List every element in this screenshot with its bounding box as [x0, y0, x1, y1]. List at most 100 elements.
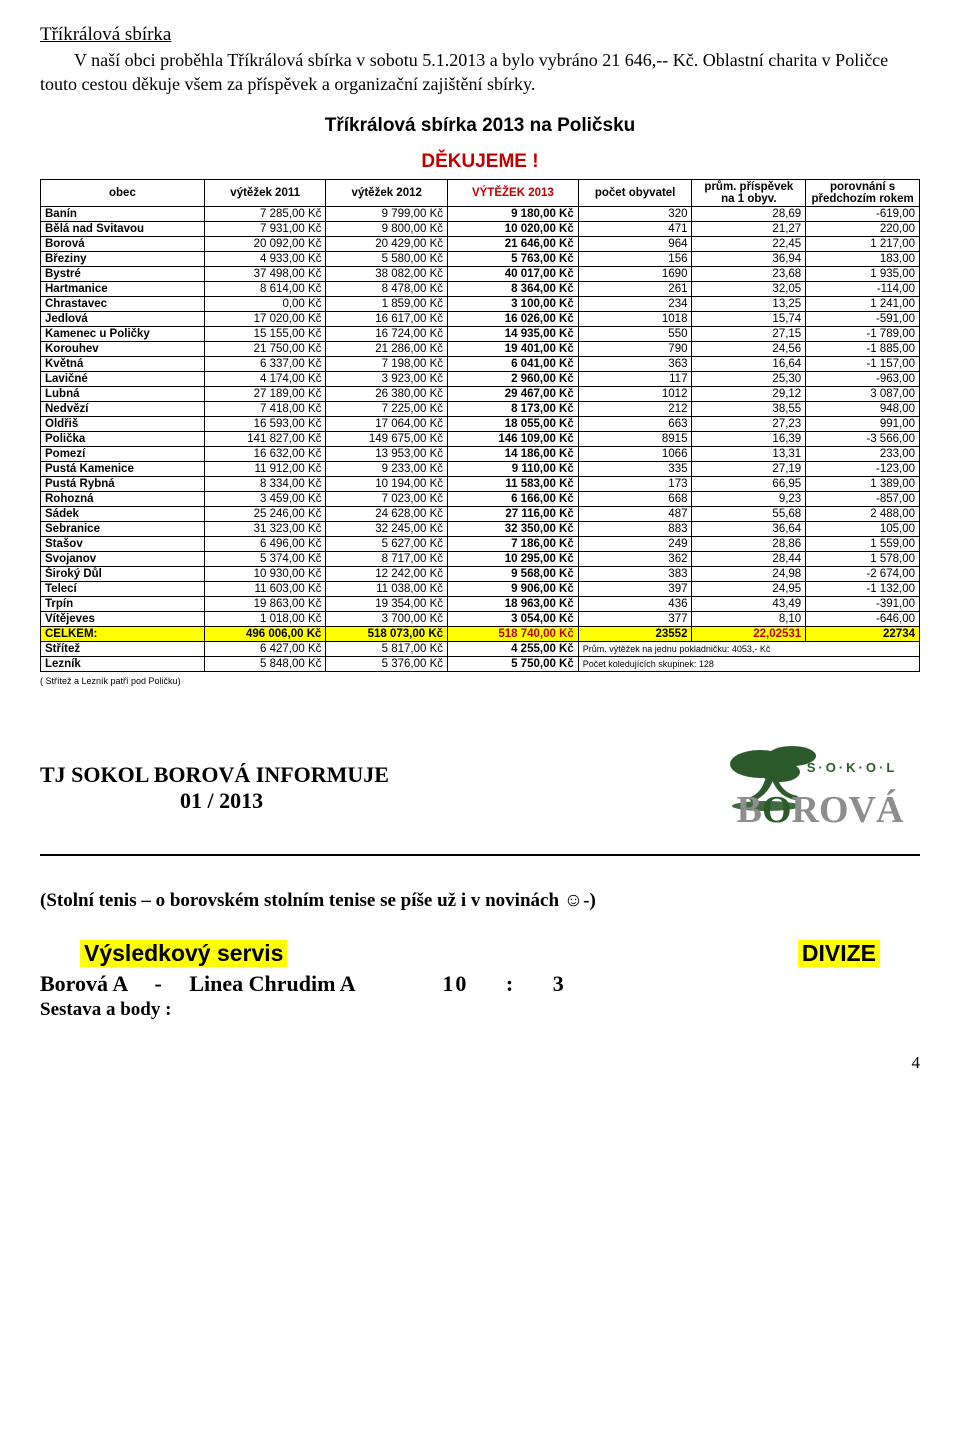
table-cell: 1 217,00: [806, 236, 920, 251]
table-cell: 13,31: [692, 446, 806, 461]
table-cell: 23,68: [692, 266, 806, 281]
table-cell: -1 157,00: [806, 356, 920, 371]
table-cell: 6 496,00 Kč: [204, 536, 326, 551]
table-cell: 24,95: [692, 581, 806, 596]
table-cell: 16 026,00 Kč: [448, 311, 579, 326]
table-header-cell: obec: [41, 179, 205, 206]
table-cell: Jedlová: [41, 311, 205, 326]
table-row: CELKEM:496 006,00 Kč518 073,00 Kč518 740…: [41, 626, 920, 641]
table-cell: 1066: [578, 446, 692, 461]
table-cell: 156: [578, 251, 692, 266]
table-cell: 0,00 Kč: [204, 296, 326, 311]
table-cell: Bystré: [41, 266, 205, 281]
table-cell: 21,27: [692, 221, 806, 236]
table-header-cell: VÝTĚŽEK 2013: [448, 179, 579, 206]
table-row: Lavičné4 174,00 Kč3 923,00 Kč2 960,00 Kč…: [41, 371, 920, 386]
table-cell: 36,64: [692, 521, 806, 536]
table-cell: Kamenec u Poličky: [41, 326, 205, 341]
table-cell: 518 740,00 Kč: [448, 626, 579, 641]
table-cell: 3 100,00 Kč: [448, 296, 579, 311]
table-cell: Bělá nad Svitavou: [41, 221, 205, 236]
table-header-cell: výtěžek 2012: [326, 179, 448, 206]
table-cell: 1690: [578, 266, 692, 281]
table-cell: -114,00: [806, 281, 920, 296]
table-cell: 471: [578, 221, 692, 236]
table-cell: 11 038,00 Kč: [326, 581, 448, 596]
servis-right: DIVIZE: [798, 940, 880, 967]
table-cell: 13 953,00 Kč: [326, 446, 448, 461]
table-cell: 16 632,00 Kč: [204, 446, 326, 461]
sokol-heading: TJ SOKOL BOROVÁ INFORMUJE 01 / 2013: [40, 762, 389, 814]
table-cell: -1 885,00: [806, 341, 920, 356]
table-cell: Lezník: [41, 656, 205, 671]
table-cell: 27,15: [692, 326, 806, 341]
table-row: Široký Důl10 930,00 Kč12 242,00 Kč9 568,…: [41, 566, 920, 581]
table-cell: 518 073,00 Kč: [326, 626, 448, 641]
table-cell: 16 724,00 Kč: [326, 326, 448, 341]
table-cell: 1 018,00 Kč: [204, 611, 326, 626]
table-cell: 5 750,00 Kč: [448, 656, 579, 671]
table-cell: 183,00: [806, 251, 920, 266]
table-cell: 249: [578, 536, 692, 551]
score-right: 3: [553, 971, 566, 996]
table-cell: 1 241,00: [806, 296, 920, 311]
table-cell: 173: [578, 476, 692, 491]
table-cell: 261: [578, 281, 692, 296]
table-cell: 2 960,00 Kč: [448, 371, 579, 386]
table-cell: 9 110,00 Kč: [448, 461, 579, 476]
table-cell: 6 041,00 Kč: [448, 356, 579, 371]
table-cell: 17 064,00 Kč: [326, 416, 448, 431]
table-row: Polička141 827,00 Kč149 675,00 Kč146 109…: [41, 431, 920, 446]
table-cell: Lubná: [41, 386, 205, 401]
table-cell: -963,00: [806, 371, 920, 386]
table-cell: 14 935,00 Kč: [448, 326, 579, 341]
table-cell: Pomezí: [41, 446, 205, 461]
table-cell: 1 859,00 Kč: [326, 296, 448, 311]
table-cell: Rohozná: [41, 491, 205, 506]
table-cell: 362: [578, 551, 692, 566]
table-cell: 32,05: [692, 281, 806, 296]
table-cell: 991,00: [806, 416, 920, 431]
table-cell: 13,25: [692, 296, 806, 311]
table-row: Květná6 337,00 Kč7 198,00 Kč6 041,00 Kč3…: [41, 356, 920, 371]
table-cell: 7 931,00 Kč: [204, 221, 326, 236]
table-cell: 363: [578, 356, 692, 371]
table-cell: 3 923,00 Kč: [326, 371, 448, 386]
table-cell: 487: [578, 506, 692, 521]
data-table: obecvýtěžek 2011výtěžek 2012VÝTĚŽEK 2013…: [40, 179, 920, 672]
table-cell: 2 488,00: [806, 506, 920, 521]
table-cell: 5 848,00 Kč: [204, 656, 326, 671]
table-cell: 436: [578, 596, 692, 611]
table-row: Korouhev21 750,00 Kč21 286,00 Kč19 401,0…: [41, 341, 920, 356]
table-cell: 6 427,00 Kč: [204, 641, 326, 656]
table-row: Pustá Rybná8 334,00 Kč10 194,00 Kč11 583…: [41, 476, 920, 491]
match-score: 10 : 3: [442, 971, 565, 996]
table-cell: 23552: [578, 626, 692, 641]
table-cell: -591,00: [806, 311, 920, 326]
table-cell: 27 189,00 Kč: [204, 386, 326, 401]
table-cell: 397: [578, 581, 692, 596]
table-body: Banín7 285,00 Kč9 799,00 Kč9 180,00 Kč32…: [41, 206, 920, 671]
table-cell: Borová: [41, 236, 205, 251]
table-header-row: obecvýtěžek 2011výtěžek 2012VÝTĚŽEK 2013…: [41, 179, 920, 206]
table-cell: 24,56: [692, 341, 806, 356]
table-cell: Hartmanice: [41, 281, 205, 296]
table-cell: 31 323,00 Kč: [204, 521, 326, 536]
table-row: Banín7 285,00 Kč9 799,00 Kč9 180,00 Kč32…: [41, 206, 920, 221]
table-row: Vítějeves1 018,00 Kč3 700,00 Kč3 054,00 …: [41, 611, 920, 626]
table-cell: Pustá Rybná: [41, 476, 205, 491]
table-row: Nedvězí7 418,00 Kč7 225,00 Kč8 173,00 Kč…: [41, 401, 920, 416]
table-cell: 335: [578, 461, 692, 476]
table-cell: 9 906,00 Kč: [448, 581, 579, 596]
score-colon: :: [506, 971, 515, 996]
table-cell: 8 717,00 Kč: [326, 551, 448, 566]
table-cell: 9,23: [692, 491, 806, 506]
table-cell: Sádek: [41, 506, 205, 521]
table-cell: 383: [578, 566, 692, 581]
table-cell: 7 418,00 Kč: [204, 401, 326, 416]
table-cell: -1 132,00: [806, 581, 920, 596]
table-cell: 27,23: [692, 416, 806, 431]
match-dash: -: [155, 971, 162, 996]
table-cell: Lavičné: [41, 371, 205, 386]
table-row: Chrastavec0,00 Kč1 859,00 Kč3 100,00 Kč2…: [41, 296, 920, 311]
